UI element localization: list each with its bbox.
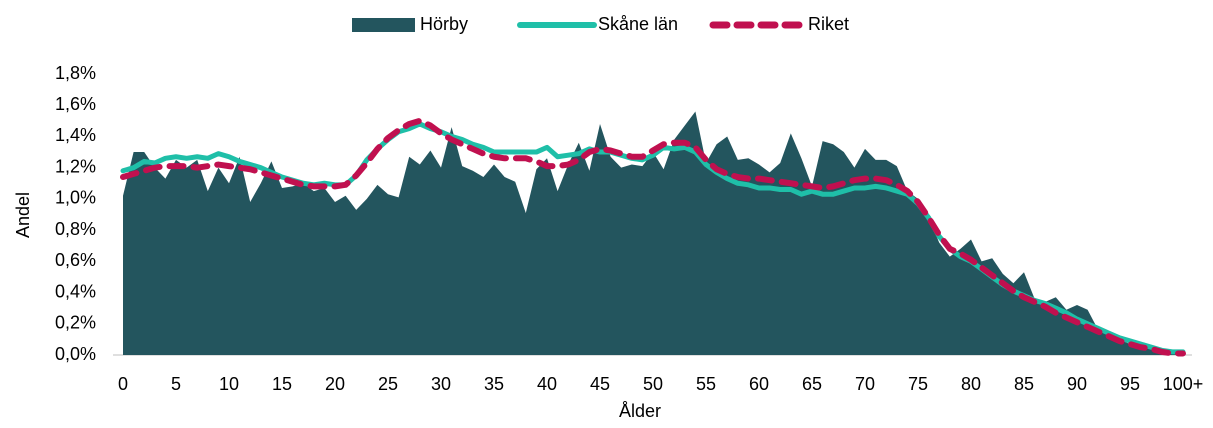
x-tick-label: 15 xyxy=(272,374,292,394)
x-tick-label: 25 xyxy=(378,374,398,394)
y-tick-label: 0,6% xyxy=(55,250,96,270)
legend-label: Skåne län xyxy=(598,14,678,34)
legend-label: Hörby xyxy=(420,14,468,34)
x-tick-label: 85 xyxy=(1014,374,1034,394)
y-tick-label: 0,2% xyxy=(55,313,96,333)
x-tick-label: 70 xyxy=(855,374,875,394)
x-tick-label: 90 xyxy=(1067,374,1087,394)
legend-label: Riket xyxy=(808,14,849,34)
legend-swatch xyxy=(352,18,415,32)
x-tick-label: 20 xyxy=(325,374,345,394)
y-tick-label: 0,8% xyxy=(55,219,96,239)
area xyxy=(123,111,1183,355)
y-tick-label: 0,4% xyxy=(55,281,96,301)
y-axis-label: Andel xyxy=(13,192,33,238)
y-tick-label: 0,0% xyxy=(55,344,96,364)
x-tick-label: 10 xyxy=(219,374,239,394)
x-tick-label: 95 xyxy=(1120,374,1140,394)
x-tick-label: 5 xyxy=(171,374,181,394)
x-tick-label: 60 xyxy=(749,374,769,394)
x-tick-label: 55 xyxy=(696,374,716,394)
x-axis-label: Ålder xyxy=(619,401,661,421)
y-tick-label: 1,0% xyxy=(55,188,96,208)
x-tick-label: 75 xyxy=(908,374,928,394)
y-tick-label: 1,6% xyxy=(55,94,96,114)
y-tick-label: 1,8% xyxy=(55,63,96,83)
x-tick-label: 35 xyxy=(484,374,504,394)
x-tick-label: 40 xyxy=(537,374,557,394)
y-tick-label: 1,2% xyxy=(55,156,96,176)
x-tick-label: 100+ xyxy=(1163,374,1204,394)
x-tick-label: 65 xyxy=(802,374,822,394)
x-tick-label: 30 xyxy=(431,374,451,394)
dashed-line xyxy=(120,117,1186,357)
x-tick-label: 50 xyxy=(643,374,663,394)
x-tick-label: 80 xyxy=(961,374,981,394)
x-tick-label: 0 xyxy=(118,374,128,394)
x-tick-label: 45 xyxy=(590,374,610,394)
y-tick-label: 1,4% xyxy=(55,125,96,145)
